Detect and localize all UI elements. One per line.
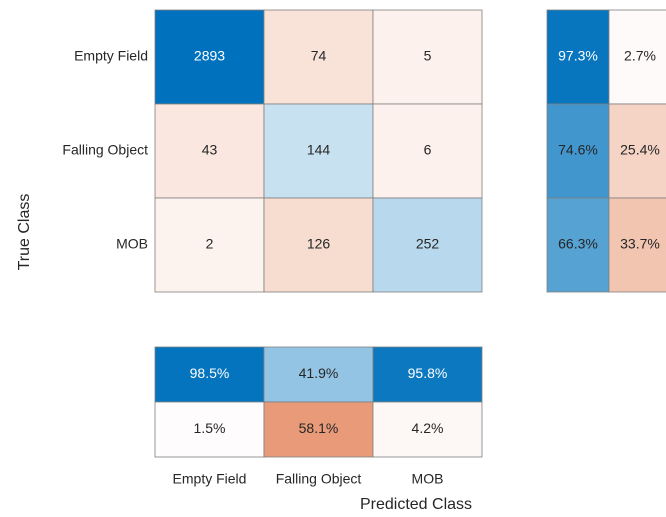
column-summary-cell-label: 58.1%: [299, 420, 339, 436]
row-summary-cell: [608, 197, 666, 293]
x-tick-label: Falling Object: [276, 471, 362, 487]
column-summary-cell-label: 1.5%: [194, 420, 226, 436]
y-tick-label: Falling Object: [62, 142, 148, 158]
row-summary-cell-label: 2.7%: [624, 48, 656, 64]
row-summary-cell-label: 33.7%: [620, 236, 660, 252]
column-summary-cell-label: 41.9%: [299, 365, 339, 381]
column-summary-cell: [372, 401, 483, 458]
x-tick-label: Empty Field: [173, 471, 247, 487]
x-tick-label: MOB: [412, 471, 444, 487]
matrix-cell: [372, 103, 483, 199]
y-tick-label: MOB: [116, 236, 148, 252]
row-summary-cell: [546, 103, 610, 199]
column-summary-cell-label: 95.8%: [408, 365, 448, 381]
row-summary-cell: [546, 197, 610, 293]
column-summary-cell-label: 98.5%: [190, 365, 230, 381]
y-tick-label: Empty Field: [74, 48, 148, 64]
column-summary-cell: [263, 346, 374, 403]
y-axis-label: True Class: [16, 194, 33, 271]
row-summary-cell: [546, 9, 610, 105]
row-summary-cell-label: 25.4%: [620, 142, 660, 158]
matrix-cell: [154, 103, 265, 199]
column-summary-cell-label: 4.2%: [412, 420, 444, 436]
matrix-cell: [154, 9, 265, 105]
matrix-cell: [263, 197, 374, 293]
row-summary-cell-label: 66.3%: [558, 236, 598, 252]
matrix-cell-label: 43: [202, 142, 218, 158]
matrix-cell-label: 126: [307, 236, 331, 252]
row-summary-cell: [608, 9, 666, 105]
row-summary-cell: [608, 103, 666, 199]
matrix-cell: [154, 197, 265, 293]
matrix-cell: [372, 9, 483, 105]
matrix-cell-label: 252: [416, 236, 440, 252]
column-summary-cell: [154, 401, 265, 458]
x-axis-label: Predicted Class: [360, 496, 472, 513]
matrix-cell-label: 6: [424, 142, 432, 158]
row-summary-cell-label: 97.3%: [558, 48, 598, 64]
matrix-cell-label: 2: [206, 236, 214, 252]
matrix-cell-label: 5: [424, 48, 432, 64]
matrix-cell: [372, 197, 483, 293]
column-summary-cell: [263, 401, 374, 458]
matrix-cell: [263, 9, 374, 105]
matrix-cell-label: 2893: [194, 48, 225, 64]
row-summary-cell-label: 74.6%: [558, 142, 598, 158]
matrix-cell-label: 144: [307, 142, 331, 158]
matrix-cell: [263, 103, 374, 199]
matrix-cell-label: 74: [311, 48, 327, 64]
